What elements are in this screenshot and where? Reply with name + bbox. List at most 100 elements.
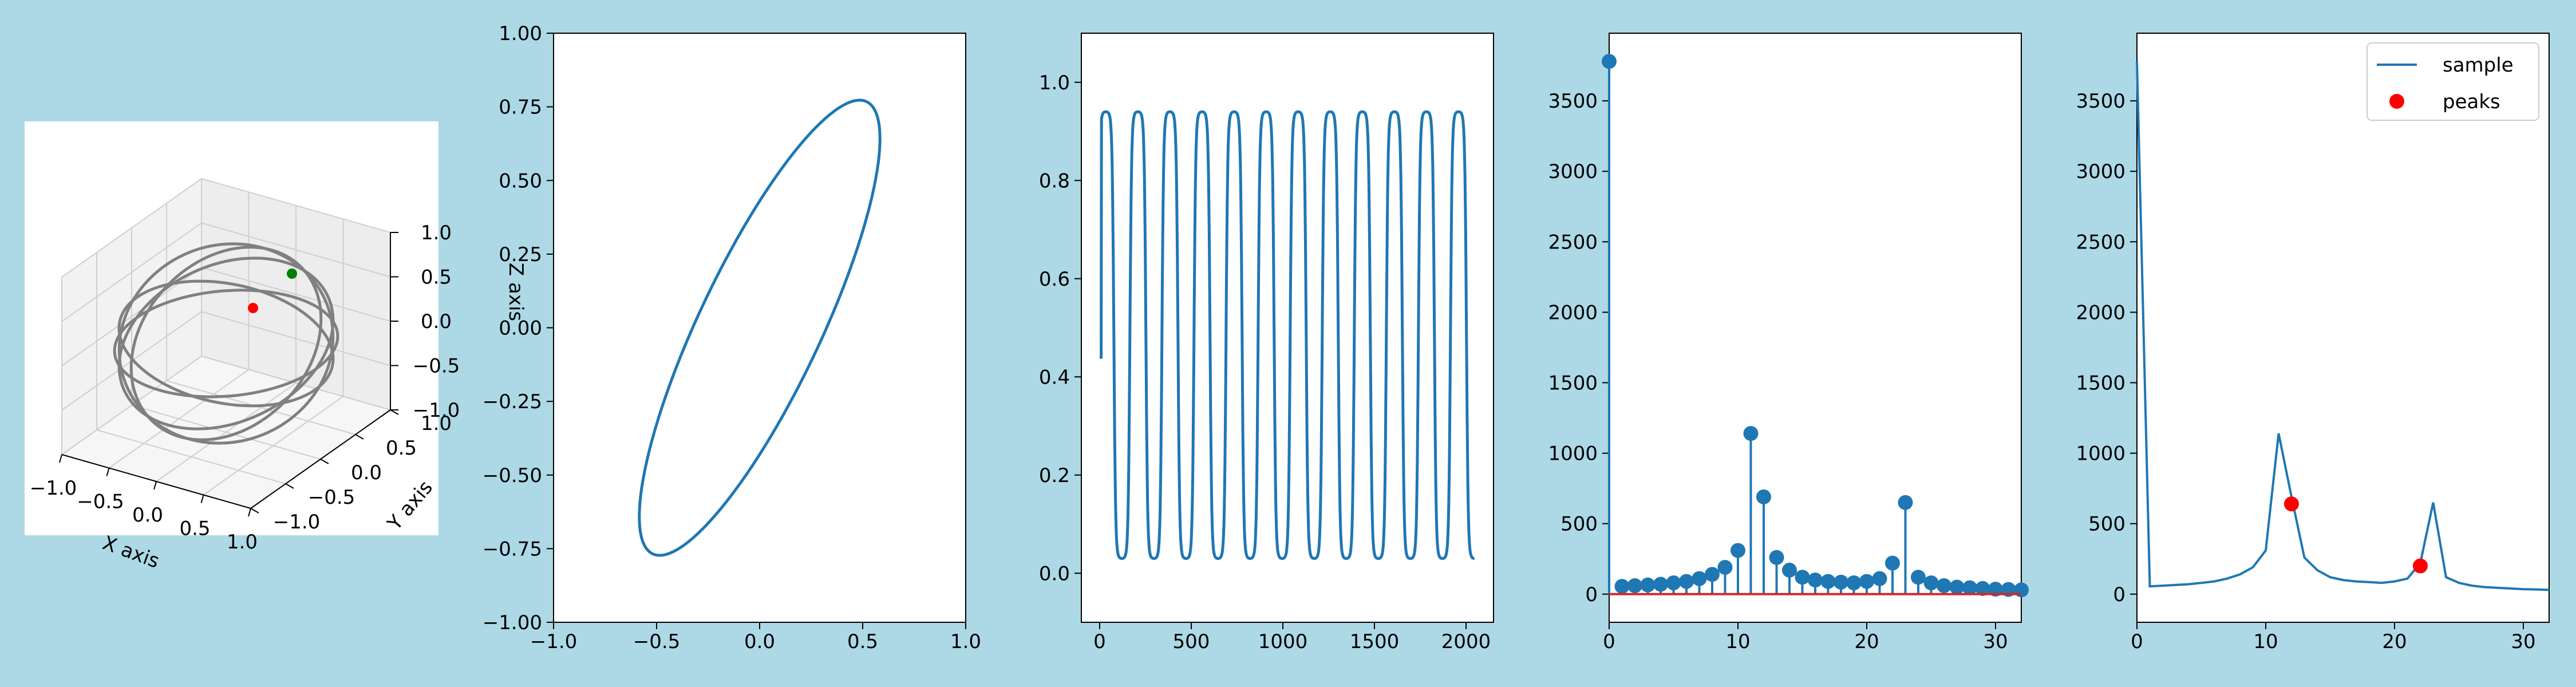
x-tick-label: 20: [1854, 630, 1879, 653]
legend-peaks-swatch: [2389, 94, 2404, 109]
y-tick-label: 1.0: [421, 412, 452, 435]
axes-3d-ticks: −1.0−0.50.00.51.0−1.0−0.50.00.51.0−1.0−0…: [30, 222, 460, 554]
peaks-markers: [2284, 496, 2428, 574]
y-tick-label: −1.0: [273, 511, 321, 534]
axis-3d-line: [250, 508, 259, 514]
x-tick-label: 0: [1093, 630, 1106, 653]
y-tick-label: 0.00: [499, 317, 542, 340]
legend-box: [2366, 42, 2539, 121]
panel-stem-plot: 0 10 20 30 0 500 1000 1500 2000 2500 3000 3500: [1548, 33, 2029, 653]
x-tick-label: 1000: [1258, 630, 1308, 653]
z-tick-label: 0.5: [421, 266, 452, 289]
y-tick-label: 500: [2088, 513, 2125, 536]
x-tick-label: −0.5: [633, 630, 681, 653]
stem-marker: [1859, 574, 1874, 589]
x-tick-label: 10: [1725, 630, 1750, 653]
y-tick-label: 3000: [2076, 160, 2125, 183]
axes-ellipse-ticks: −1.0 −0.5 0.0 0.5 1.0 −1.00 −0.75 −0.50 −0.25 0.0…: [483, 22, 981, 653]
ellipse-line: [638, 98, 882, 557]
wireframe-ring: [117, 279, 335, 408]
y-tick-label: 3500: [1548, 90, 1598, 113]
x-tick-label: 30: [1983, 630, 2008, 653]
y-tick-label: 2500: [1548, 231, 1598, 254]
legend-sample-label: sample: [2443, 54, 2514, 77]
y-tick-label: −0.50: [483, 464, 542, 487]
stem-marker: [1730, 543, 1745, 558]
stem-marker: [1743, 426, 1759, 441]
y-tick-label: −1.00: [483, 611, 542, 634]
axis-3d-line: [200, 495, 204, 503]
y-tick-label: 3000: [1548, 160, 1598, 183]
axis-3d-line: [355, 434, 364, 440]
stem-marker: [1962, 580, 1977, 595]
panel-3d-plot: −1.0−0.50.00.51.0−1.0−0.50.00.51.0−1.0−0…: [25, 121, 527, 573]
stem-marker: [1627, 578, 1642, 593]
x-tick-label: 0: [1603, 630, 1615, 653]
axes-ellipse-background: [553, 33, 966, 623]
y-tick-label: −0.5: [308, 486, 355, 509]
axis-3d-line: [248, 508, 251, 517]
x-tick-label: 1.0: [950, 630, 981, 653]
stem-marker: [1872, 571, 1887, 586]
x-tick-label: 20: [2382, 630, 2407, 653]
y-tick-label: 1.00: [499, 22, 542, 45]
y-tick-label: 0.8: [1039, 169, 1070, 192]
legend: sample peaks: [2366, 42, 2539, 121]
axis-3d-line: [390, 409, 399, 415]
signal-line: [1100, 110, 1475, 560]
y-tick-label: −0.25: [483, 390, 542, 413]
axis-3d-line: [153, 481, 157, 490]
axes-stem-background: [1609, 33, 2022, 623]
axes-peaks-background: [2136, 33, 2550, 623]
y-tick-label: 1500: [1548, 372, 1598, 395]
stem-marker: [1602, 54, 1617, 69]
marker-point-red: [248, 303, 258, 313]
x-tick-label: 0.5: [179, 518, 210, 540]
x-tick-label: −1.0: [530, 630, 578, 653]
stem-marker: [1692, 571, 1707, 586]
stem-marker: [1885, 555, 1900, 571]
x-tick-label: 2000: [1441, 630, 1491, 653]
axes-3d-curves: [113, 242, 339, 445]
y-tick-label: 1000: [1548, 443, 1598, 465]
stem-marker: [1666, 575, 1681, 591]
stem-marker: [1640, 577, 1656, 593]
panel-ellipse-plot: −1.0 −0.5 0.0 0.5 1.0 −1.00 −0.75 −0.50 −0.25 0.0…: [483, 22, 981, 653]
peak-marker: [2284, 496, 2299, 512]
y-tick-label: 0.25: [499, 243, 542, 266]
y-tick-label: 0: [2113, 583, 2125, 606]
grid-line: [201, 267, 391, 322]
y-tick-label: 2000: [2076, 301, 2125, 324]
sample-line: [2136, 61, 2550, 591]
stem-marker: [1898, 495, 1913, 510]
axis-3d-line: [320, 459, 329, 464]
stem-marker: [1756, 489, 1771, 504]
z-tick-label: 1.0: [421, 222, 452, 244]
axis-3d-line: [285, 483, 294, 489]
x-tick-label: −0.5: [77, 491, 124, 514]
stem-marker: [1834, 574, 1848, 590]
grid-line: [203, 396, 344, 496]
x-axis-label: X axis: [100, 531, 163, 573]
y-tick-label: 1500: [2076, 372, 2125, 395]
y-tick-label: 0.0: [1039, 562, 1070, 585]
z-tick-label: 0.0: [421, 310, 452, 333]
stem-marker: [1614, 579, 1630, 594]
grid-line: [131, 405, 321, 460]
stem-marker: [1911, 570, 1926, 585]
x-tick-label: −1.0: [30, 477, 77, 500]
stem-marker: [1923, 575, 1939, 591]
stem-marker: [1820, 574, 1836, 589]
x-tick-label: 1.0: [227, 531, 258, 554]
y-tick-label: 0.5: [386, 437, 417, 460]
y-tick-label: 3500: [2076, 90, 2125, 113]
y-tick-label: −0.75: [483, 538, 542, 560]
marker-point-green: [287, 269, 297, 279]
stem-marker: [1975, 581, 1990, 596]
x-tick-label: 30: [2511, 630, 2535, 653]
stem-marker: [1679, 574, 1694, 589]
y-tick-label: 0: [1585, 583, 1598, 606]
stem-marker: [1937, 578, 1951, 593]
y-tick-label: 0.50: [499, 169, 542, 192]
stem-marker: [1808, 572, 1823, 588]
